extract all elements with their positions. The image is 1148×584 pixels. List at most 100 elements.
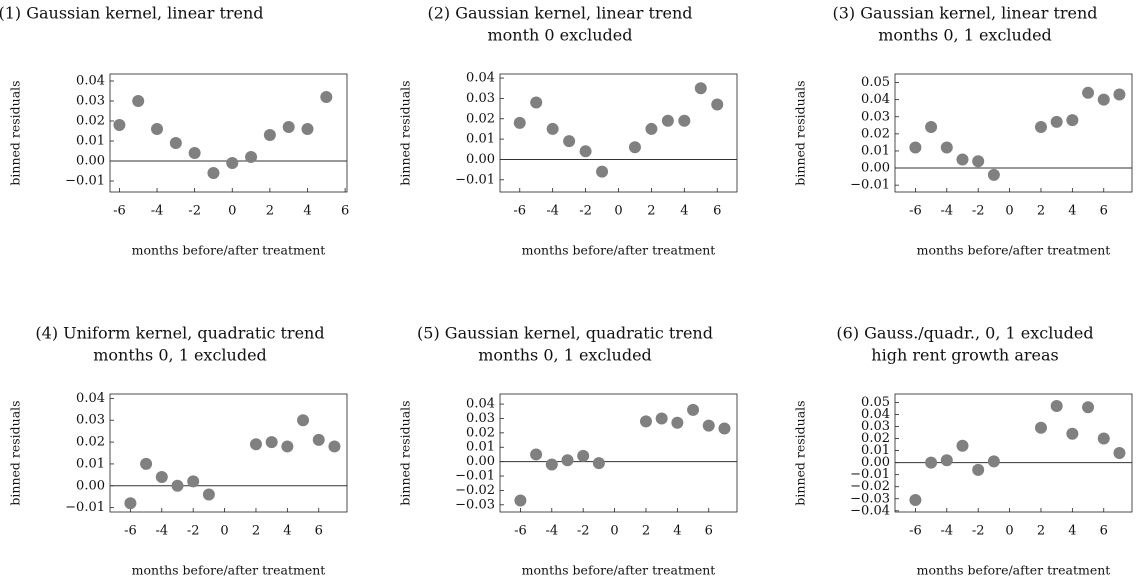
point xyxy=(155,471,168,484)
x-tick-label: 2 xyxy=(266,204,274,219)
y-axis-label: binned residuals xyxy=(398,400,413,505)
point xyxy=(563,135,576,148)
y-tick-label: −0.01 xyxy=(65,174,105,189)
y-axis-label: binned residuals xyxy=(793,400,808,505)
point xyxy=(694,82,707,95)
point xyxy=(678,114,691,127)
point xyxy=(169,137,182,149)
point xyxy=(1050,400,1063,413)
y-tick-label: 0.02 xyxy=(466,425,495,440)
x-tick-label: 0 xyxy=(220,524,228,539)
point xyxy=(639,415,652,428)
point xyxy=(282,121,295,133)
point xyxy=(925,456,938,469)
x-tick-label: -4 xyxy=(546,204,559,219)
x-tick-label: 6 xyxy=(1100,204,1108,219)
y-tick-label: −0.01 xyxy=(455,469,495,484)
point xyxy=(546,122,559,135)
point xyxy=(661,114,674,127)
x-tick-label: 6 xyxy=(341,204,349,219)
point xyxy=(1034,121,1047,134)
point xyxy=(1113,88,1126,101)
point xyxy=(187,475,200,488)
point xyxy=(655,412,668,425)
y-tick-label: 0.02 xyxy=(76,435,105,450)
y-tick-label: 0.04 xyxy=(76,74,105,89)
x-axis-label: months before/after treatment xyxy=(522,563,716,578)
point xyxy=(1050,115,1063,128)
point xyxy=(628,141,641,154)
point xyxy=(265,436,278,449)
x-tick-label: 2 xyxy=(647,204,655,219)
y-tick-label: 0.00 xyxy=(861,161,890,176)
x-axis-label: months before/after treatment xyxy=(522,243,716,258)
x-tick-label: 2 xyxy=(642,524,650,539)
point xyxy=(987,455,1000,468)
y-tick-label: 0.04 xyxy=(76,391,105,406)
x-tick-label: 4 xyxy=(303,204,311,219)
point xyxy=(1066,114,1079,127)
x-tick-label: 4 xyxy=(283,524,291,539)
point xyxy=(940,454,953,467)
point xyxy=(113,119,126,131)
chart-subtitle: months 0, 1 excluded xyxy=(478,346,652,365)
point xyxy=(328,440,341,453)
point xyxy=(124,497,137,510)
point xyxy=(1113,447,1126,459)
x-tick-label: 4 xyxy=(680,204,688,219)
point xyxy=(249,438,262,451)
point xyxy=(281,440,294,453)
y-tick-label: 0.04 xyxy=(466,71,495,86)
point xyxy=(263,129,276,141)
y-axis-label: binned residuals xyxy=(793,80,808,185)
x-tick-label: -6 xyxy=(909,204,922,219)
x-tick-label: 6 xyxy=(713,204,721,219)
x-tick-label: 6 xyxy=(705,524,713,539)
point xyxy=(207,167,220,179)
x-tick-label: -4 xyxy=(151,204,164,219)
point xyxy=(909,141,922,154)
point xyxy=(202,488,215,501)
x-tick-label: -2 xyxy=(579,204,592,219)
x-axis-label: months before/after treatment xyxy=(917,243,1111,258)
point xyxy=(1082,401,1095,414)
y-tick-label: 0.02 xyxy=(861,431,890,446)
y-tick-label: 0.03 xyxy=(466,91,495,106)
point xyxy=(132,95,145,107)
point xyxy=(956,153,969,166)
y-tick-label: −0.03 xyxy=(455,497,495,512)
point xyxy=(171,479,184,492)
point xyxy=(561,454,574,467)
x-tick-label: 0 xyxy=(1005,524,1013,539)
x-tick-label: -2 xyxy=(187,524,200,539)
y-tick-label: 0.05 xyxy=(861,75,890,90)
point xyxy=(596,165,609,178)
y-tick-label: 0.01 xyxy=(466,440,495,455)
x-tick-label: 2 xyxy=(252,524,260,539)
point xyxy=(297,414,310,427)
y-axis-label: binned residuals xyxy=(398,80,413,185)
point xyxy=(909,493,922,506)
x-tick-label: -2 xyxy=(188,204,201,219)
x-tick-label: 0 xyxy=(610,524,618,539)
x-tick-label: 2 xyxy=(1037,204,1045,219)
point xyxy=(711,98,724,111)
x-tick-label: -4 xyxy=(940,204,953,219)
point xyxy=(1034,421,1047,434)
y-axis-label: binned residuals xyxy=(8,400,23,505)
x-tick-label: -6 xyxy=(513,204,526,219)
chart-title: (4) Uniform kernel, quadratic trend xyxy=(35,324,324,343)
x-tick-label: 4 xyxy=(673,524,681,539)
chart-subtitle: months 0, 1 excluded xyxy=(93,346,267,365)
x-tick-label: 6 xyxy=(315,524,323,539)
y-tick-label: 0.01 xyxy=(861,443,890,458)
y-tick-label: 0.01 xyxy=(76,134,105,149)
x-tick-label: 0 xyxy=(614,204,622,219)
chart-title: (6) Gauss./quadr., 0, 1 excluded xyxy=(836,324,1093,343)
y-tick-label: −0.01 xyxy=(455,172,495,187)
y-tick-label: 0.02 xyxy=(466,111,495,126)
y-axis-label: binned residuals xyxy=(8,80,23,185)
x-tick-label: 0 xyxy=(1005,204,1013,219)
point xyxy=(188,147,201,159)
